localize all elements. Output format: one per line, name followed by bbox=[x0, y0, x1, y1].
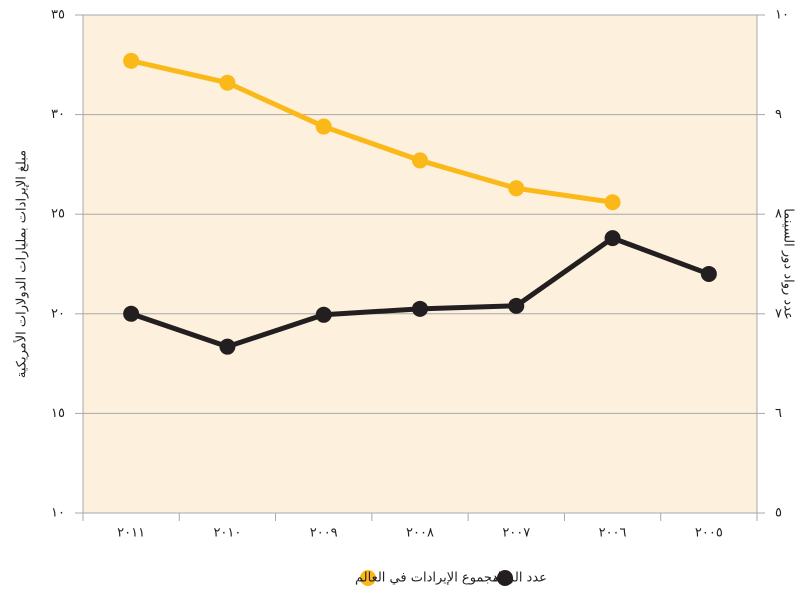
data-point bbox=[315, 306, 332, 323]
plot-area bbox=[83, 15, 757, 513]
y-tick-label: ١٠ bbox=[51, 506, 65, 521]
x-tick-label: ٢٠٠٥ bbox=[695, 526, 723, 541]
data-point bbox=[604, 230, 621, 247]
data-point bbox=[315, 118, 332, 135]
y2-axis-label: عدد رواد دور السينما bbox=[781, 208, 796, 320]
legend-marker bbox=[360, 570, 376, 586]
data-point bbox=[123, 52, 140, 69]
y2-tick-label: ١٠ bbox=[775, 8, 789, 23]
y2-tick-label: ٦ bbox=[775, 406, 782, 421]
legend-label: عدد الرواد bbox=[492, 571, 547, 586]
legend-label: مجموع الإيرادات في العالم bbox=[355, 571, 499, 586]
data-point bbox=[219, 74, 236, 91]
y-axis-label: مبلغ الإيرادات بمليارات الدولارات الأمري… bbox=[13, 150, 30, 378]
data-point bbox=[219, 338, 236, 355]
x-tick-label: ٢٠٠٦ bbox=[599, 526, 627, 541]
x-tick-label: ٢٠١١ bbox=[117, 526, 145, 541]
y2-tick-label: ٨ bbox=[775, 207, 782, 222]
data-point bbox=[412, 152, 428, 169]
x-tick-label: ٢٠٠٧ bbox=[502, 526, 530, 541]
y2-tick-label: ٥ bbox=[775, 506, 782, 521]
data-point bbox=[508, 297, 525, 314]
y-tick-label: ٢٠ bbox=[51, 306, 65, 321]
data-point bbox=[508, 180, 525, 197]
data-point bbox=[412, 300, 428, 317]
y-tick-label: ١٥ bbox=[51, 406, 65, 421]
legend-marker bbox=[497, 570, 513, 586]
y-tick-label: ٣٥ bbox=[51, 8, 65, 23]
data-point bbox=[123, 305, 140, 322]
data-point bbox=[604, 194, 621, 211]
y2-tick-label: ٩ bbox=[775, 107, 782, 122]
y-tick-label: ٢٥ bbox=[51, 207, 65, 222]
x-tick-label: ٢٠٠٨ bbox=[406, 526, 434, 541]
x-tick-label: ٢٠١٠ bbox=[213, 526, 241, 541]
y-tick-label: ٣٠ bbox=[51, 107, 65, 122]
y2-tick-label: ٧ bbox=[775, 306, 782, 321]
data-point bbox=[700, 265, 717, 282]
series-line bbox=[130, 58, 613, 205]
x-tick-label: ٢٠٠٩ bbox=[310, 526, 338, 541]
